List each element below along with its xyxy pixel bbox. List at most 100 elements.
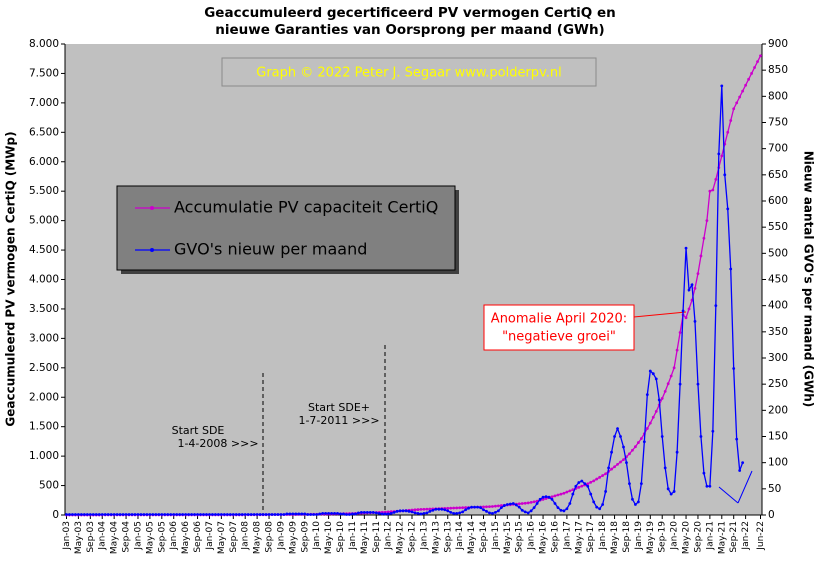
- data-point: [705, 219, 709, 223]
- data-point: [371, 510, 375, 514]
- data-point: [377, 512, 381, 515]
- y2-tick-label: 0: [768, 509, 775, 521]
- data-point: [449, 510, 453, 514]
- data-point: [440, 507, 444, 511]
- x-tick-label: Jan-12: [384, 521, 394, 551]
- data-point: [696, 272, 700, 276]
- data-point: [523, 501, 527, 505]
- data-point: [491, 505, 494, 508]
- x-tick-label: Sep-18: [622, 521, 632, 553]
- x-tick-label: Sep-09: [300, 521, 310, 553]
- y-tick-label: 2.500: [29, 362, 59, 374]
- data-point: [544, 495, 548, 499]
- data-point: [324, 512, 328, 515]
- data-point: [556, 506, 560, 510]
- data-point: [631, 448, 634, 452]
- data-point: [416, 508, 420, 511]
- data-point: [422, 512, 426, 515]
- x-tick-label: Jan-08: [241, 521, 251, 551]
- data-point: [741, 461, 745, 465]
- sde-plus-label: Start SDE+: [308, 401, 370, 414]
- data-point: [636, 500, 640, 504]
- data-point: [580, 479, 584, 483]
- data-point: [294, 512, 298, 516]
- data-point: [651, 415, 655, 419]
- y-tick-label: 1.000: [29, 450, 59, 462]
- data-point: [604, 490, 608, 493]
- anomaly-text: "negatieve groei": [502, 330, 616, 345]
- data-point: [178, 513, 182, 516]
- data-point: [690, 283, 694, 287]
- data-point: [523, 510, 527, 514]
- data-point: [711, 429, 715, 433]
- data-point: [604, 472, 608, 476]
- y2-tick-label: 50: [768, 483, 781, 495]
- data-point: [595, 477, 599, 481]
- data-point: [625, 461, 628, 465]
- data-point: [222, 513, 226, 516]
- data-point: [681, 309, 685, 313]
- sde-label: Start SDE: [172, 424, 225, 437]
- data-point: [228, 513, 232, 516]
- data-point: [741, 89, 745, 93]
- data-point: [488, 511, 491, 515]
- data-point: [738, 469, 742, 472]
- data-point: [452, 506, 456, 510]
- y-tick-label: 2.000: [29, 391, 59, 403]
- data-point: [148, 513, 152, 516]
- data-point: [449, 506, 453, 510]
- data-point: [374, 511, 378, 515]
- x-tick-label: Jan-20: [670, 521, 680, 551]
- data-point: [82, 513, 86, 516]
- data-point: [669, 492, 673, 496]
- y2-tick-label: 650: [768, 169, 788, 181]
- data-point: [77, 513, 80, 516]
- data-point: [532, 500, 536, 504]
- data-point: [488, 505, 491, 509]
- data-point: [592, 500, 596, 504]
- y2-tick-label: 600: [768, 195, 788, 207]
- data-point: [214, 513, 217, 516]
- data-point: [729, 119, 733, 122]
- data-point: [705, 484, 709, 488]
- data-point: [571, 488, 575, 492]
- data-point: [482, 505, 485, 509]
- data-point: [205, 513, 208, 516]
- data-point: [601, 503, 605, 506]
- data-point: [631, 497, 634, 501]
- data-point: [464, 506, 468, 509]
- x-tick-label: Sep-05: [157, 521, 167, 553]
- data-point: [750, 72, 753, 75]
- data-point: [407, 509, 411, 513]
- data-point: [648, 369, 652, 373]
- data-point: [458, 511, 462, 515]
- data-point: [342, 512, 345, 516]
- data-point: [425, 507, 429, 511]
- data-point: [568, 489, 572, 493]
- data-point: [154, 513, 158, 516]
- data-point: [264, 513, 268, 516]
- data-point: [100, 513, 104, 516]
- data-point: [529, 509, 533, 513]
- data-point: [74, 513, 77, 516]
- anomaly-box: [483, 304, 635, 351]
- y-tick-label: 3.500: [29, 303, 59, 315]
- data-point: [639, 437, 643, 440]
- data-point: [747, 77, 750, 81]
- data-point: [517, 502, 521, 506]
- data-point: [127, 513, 131, 516]
- data-point: [300, 512, 304, 516]
- data-point: [619, 435, 622, 438]
- x-tick-label: May-09: [288, 521, 298, 554]
- data-point: [368, 510, 372, 514]
- data-point: [586, 482, 590, 486]
- data-point: [491, 512, 494, 515]
- x-tick-label: Jan-07: [205, 521, 215, 551]
- y-tick-label: 5.000: [29, 215, 59, 227]
- data-point: [118, 513, 122, 516]
- data-point: [714, 304, 718, 308]
- data-point: [607, 466, 611, 470]
- data-point: [756, 60, 759, 64]
- y-tick-label: 7.500: [29, 67, 59, 79]
- data-point: [416, 512, 420, 515]
